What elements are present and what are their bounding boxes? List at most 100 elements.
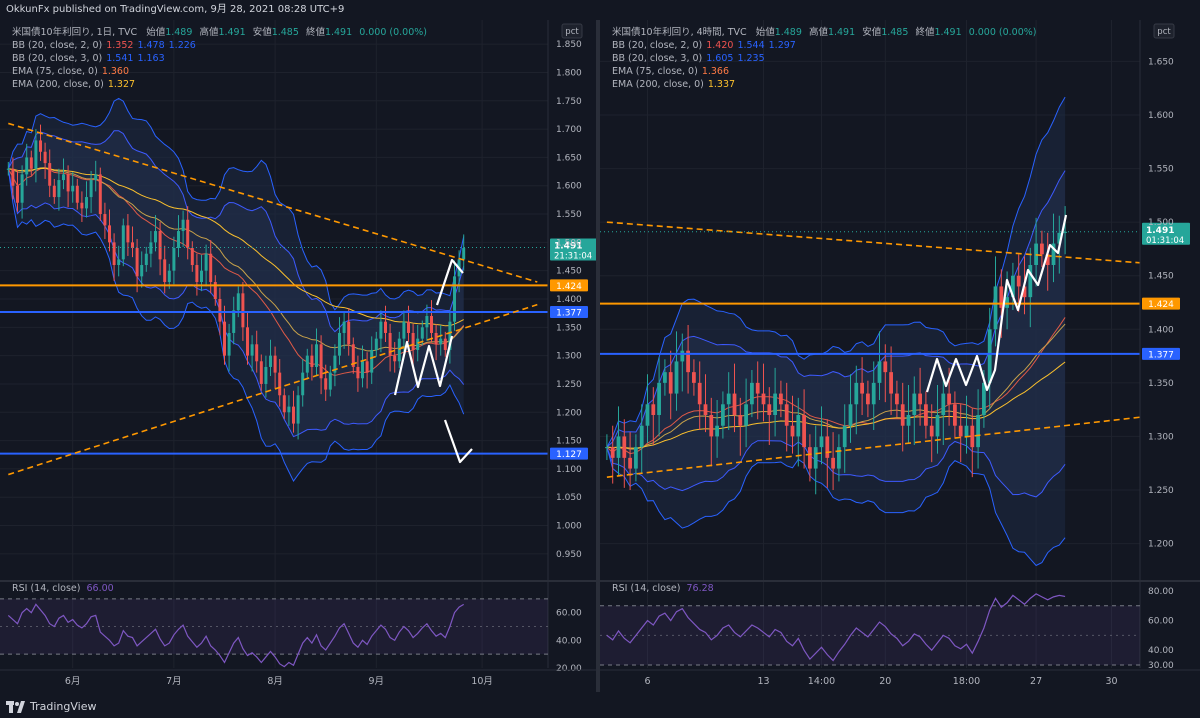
daily-candle	[163, 259, 167, 283]
daily-candle	[388, 332, 392, 356]
daily-bb2-row[interactable]: BB (20, close, 2, 0) 1.352 1.478 1.226	[12, 39, 427, 52]
daily-bb2-upper: 1.478	[137, 40, 165, 51]
panel-divider[interactable]	[596, 20, 600, 692]
tradingview-brand: TradingView	[30, 700, 97, 713]
h4-rsi-tick-label: 40.00	[1148, 646, 1174, 656]
daily-ohlc-open: 1.489	[165, 27, 193, 38]
daily-candle	[158, 231, 162, 260]
h4-candle	[1022, 286, 1027, 298]
daily-rsi-label: RSI (14, close)	[12, 583, 81, 594]
daily-chart-panel[interactable]: 1.424 1.377 1.127 1.491 21:31:04 0.950 1.000 1.…	[0, 20, 596, 692]
daily-candle	[144, 253, 148, 266]
h4-symbol-title[interactable]: 米国債10年利回り, 4時間, TVC	[612, 27, 747, 38]
h4-candle	[929, 425, 934, 437]
h4-candle	[663, 372, 667, 383]
h4-x-tick-label: 18:00	[953, 676, 980, 687]
daily-candle	[351, 344, 355, 367]
h4-candle	[819, 436, 824, 448]
h4-candle	[883, 361, 888, 373]
h4-candle	[639, 425, 644, 448]
daily-candle	[34, 140, 38, 169]
h4-candle	[947, 393, 951, 405]
daily-candle	[402, 321, 406, 339]
daily-candle	[140, 265, 144, 277]
daily-ohlc-close: 1.491	[324, 27, 353, 38]
daily-candle	[57, 180, 61, 198]
h4-bb2-row[interactable]: BB (20, close, 2, 0) 1.420 1.544 1.297	[612, 39, 1037, 52]
daily-candle	[195, 265, 199, 283]
daily-candle	[430, 315, 433, 333]
h4-ema200-row[interactable]: EMA (200, close, 0) 1.337	[612, 78, 1037, 91]
h4-candle	[837, 447, 841, 469]
h4-candle	[616, 436, 621, 458]
h4-rsi-legend[interactable]: RSI (14, close) 76.28	[612, 583, 714, 594]
h4-bb3-lower: 1.235	[737, 53, 765, 64]
daily-trendline	[8, 122, 538, 283]
daily-last-price-tag	[550, 238, 596, 261]
daily-candle	[347, 321, 351, 345]
daily-unit-label: pct	[565, 27, 579, 37]
daily-symbol-title[interactable]: 米国債10年利回り, 1日, TVC	[12, 27, 138, 38]
h4-ohlc-open: 1.489	[774, 27, 802, 38]
h4-chart-panel[interactable]: 1.424 1.377 1.491 01:31:04 1.200 1.250 1.300 1.…	[600, 20, 1200, 692]
daily-candle	[301, 372, 305, 396]
daily-rsi-tick-label: 40.00	[556, 636, 582, 646]
daily-candle	[172, 248, 176, 271]
h4-ohlc-close: 1.491	[934, 27, 962, 38]
tradingview-logo[interactable]: TradingView	[6, 696, 96, 718]
daily-rsi-band	[0, 598, 548, 655]
h4-countdown-label: 01:31:04	[1146, 236, 1184, 246]
daily-bb3-row[interactable]: BB (20, close, 3, 0) 1.541 1.163	[12, 52, 427, 65]
daily-candle	[315, 344, 318, 367]
daily-ema200-line	[8, 167, 464, 327]
h4-level-label: 1.377	[1148, 350, 1174, 360]
daily-ema200-row[interactable]: EMA (200, close, 0) 1.327	[12, 78, 427, 91]
h4-x-tick-label: 30	[1105, 676, 1117, 687]
daily-candle	[338, 332, 341, 356]
daily-last-price-label: 1.491	[554, 241, 582, 251]
daily-candle	[80, 202, 84, 209]
h4-candle	[860, 382, 864, 394]
daily-candle	[75, 185, 79, 203]
daily-zigzag-arrow	[393, 335, 454, 396]
h4-y-tick-label: 1.350	[1148, 379, 1174, 389]
h4-candle	[715, 425, 719, 437]
h4-bb2-basis: 1.420	[706, 40, 734, 51]
h4-bb2-upper: 1.544	[737, 40, 765, 51]
daily-x-tick-label: 9月	[369, 676, 385, 687]
h4-candle	[692, 372, 696, 383]
h4-candle	[889, 372, 893, 394]
h4-candle	[1040, 243, 1044, 255]
h4-candle	[906, 415, 911, 426]
h4-candle	[987, 329, 992, 383]
daily-ema75-row[interactable]: EMA (75, close, 0) 1.360	[12, 65, 427, 78]
h4-bb3-row[interactable]: BB (20, close, 3, 0) 1.605 1.235	[612, 52, 1037, 65]
daily-candle	[241, 293, 245, 328]
h4-change: 0.000 (0.00%)	[968, 27, 1037, 38]
daily-chart-canvas[interactable]: 1.4241.3771.1271.49121:31:040.9501.0001.…	[0, 20, 596, 692]
daily-y-tick-label: 1.150	[556, 437, 582, 447]
h4-bb3-upper: 1.605	[706, 53, 734, 64]
daily-rsi-value: 66.00	[86, 583, 114, 594]
daily-y-tick-label: 1.350	[556, 323, 582, 333]
daily-candle	[190, 248, 194, 266]
daily-candle	[255, 344, 259, 362]
daily-change: 0.000 (0.00%)	[359, 27, 427, 38]
h4-candle	[605, 447, 609, 449]
daily-y-tick-label: 1.100	[556, 465, 582, 475]
daily-rsi-legend[interactable]: RSI (14, close) 66.00	[12, 583, 114, 594]
h4-candle	[1028, 265, 1033, 298]
h4-candle	[1063, 231, 1067, 233]
daily-level-tag	[550, 447, 588, 460]
h4-ema75-row[interactable]: EMA (75, close, 0) 1.366	[612, 65, 1037, 78]
h4-candle	[779, 393, 783, 405]
h4-chart-canvas[interactable]: 1.4241.3771.49101:31:041.2001.2501.3001.…	[600, 20, 1200, 692]
h4-ema75-value: 1.366	[701, 66, 730, 77]
daily-candle	[103, 214, 107, 226]
daily-candle	[204, 253, 208, 271]
h4-candle	[651, 404, 656, 415]
daily-candle	[236, 293, 240, 311]
h4-candle	[674, 361, 679, 394]
publish-text: OkkunFx published on TradingView.com, 9月…	[6, 4, 345, 15]
h4-candle	[958, 425, 963, 437]
